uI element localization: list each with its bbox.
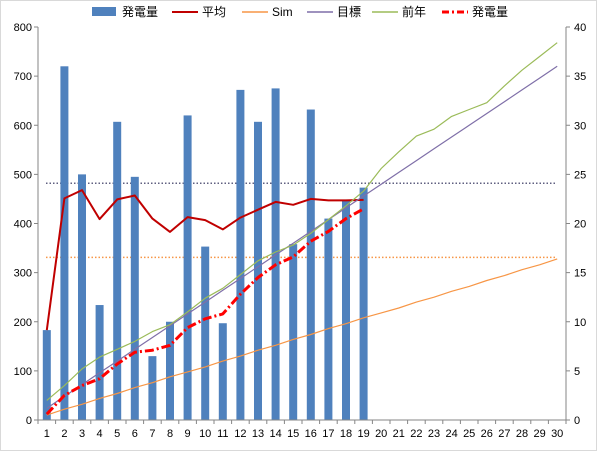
line-average [45, 189, 364, 331]
x-tick-label: 15 [287, 428, 299, 440]
x-tick-label: 12 [234, 428, 246, 440]
x-tick-label: 3 [79, 428, 85, 440]
x-tick-label: 19 [357, 428, 369, 440]
line-target [46, 65, 558, 409]
x-tick-label: 20 [375, 428, 387, 440]
right-tick-label: 30 [574, 120, 586, 132]
axes-layer [34, 26, 570, 424]
right-tick-label: 40 [574, 22, 586, 34]
right-tick-label: 5 [574, 366, 580, 378]
left-tick-label: 200 [14, 317, 32, 329]
bar-daily-9 [183, 115, 192, 421]
bar-daily-4 [95, 305, 104, 420]
x-tick-label: 30 [551, 428, 563, 440]
left-tick-label: 600 [14, 120, 32, 132]
bar-daily-8 [166, 321, 174, 420]
bar-daily-5 [113, 121, 122, 420]
bar-daily-1 [42, 330, 51, 420]
x-tick-label: 27 [498, 428, 510, 440]
left-tick-label: 0 [26, 415, 32, 427]
legend: 発電量 平均 Sim 目標 前年 発電量 [92, 4, 508, 19]
x-tick-label: 7 [149, 428, 155, 440]
right-tick-label: 10 [574, 317, 586, 329]
bar-daily-7 [148, 356, 157, 420]
x-tick-label: 13 [252, 428, 264, 440]
right-tick-label: 25 [574, 169, 586, 181]
right-tick-label: 35 [574, 71, 586, 83]
right-tick-label: 20 [574, 219, 586, 231]
left-tick-label: 300 [14, 268, 32, 280]
legend-label-last_year: 前年 [402, 4, 426, 19]
x-tick-label: 26 [481, 428, 493, 440]
x-tick-label: 21 [393, 428, 405, 440]
x-tick-label: 4 [97, 428, 103, 440]
bar-daily-2 [60, 66, 69, 421]
x-tick-label: 29 [533, 428, 545, 440]
bar-daily-18 [342, 200, 350, 420]
x-tick-label: 25 [463, 428, 475, 440]
bar-daily-11 [218, 323, 227, 420]
bar-daily-13 [254, 121, 262, 420]
x-tick-label: 18 [340, 428, 352, 440]
x-tick-label: 11 [217, 428, 228, 440]
line-sim [46, 258, 558, 416]
legend-label-target: 目標 [337, 5, 361, 19]
lines-layer [45, 42, 558, 416]
bar-daily-12 [236, 89, 245, 420]
x-tick-label: 1 [44, 428, 50, 440]
line-last_year [46, 42, 558, 401]
bar-daily-10 [201, 246, 210, 420]
bar-daily-3 [78, 174, 86, 420]
x-tick-label: 23 [428, 428, 440, 440]
x-tick-label: 24 [445, 428, 457, 440]
x-tick-label: 14 [269, 428, 281, 440]
x-tick-label: 9 [185, 428, 191, 440]
x-tick-label: 28 [516, 428, 528, 440]
x-tick-label: 8 [167, 428, 173, 440]
legend-label-average: 平均 [202, 5, 226, 19]
left-tick-label: 700 [14, 71, 32, 83]
bar-daily-6 [130, 176, 139, 420]
bars-layer [42, 66, 368, 421]
x-tick-label: 16 [305, 428, 317, 440]
bar-daily-17 [324, 218, 333, 420]
tick-labels-layer: 0100200300400500600700800051015202530354… [14, 22, 587, 440]
right-tick-label: 0 [574, 415, 580, 427]
bar-daily-19 [359, 187, 368, 420]
x-tick-label: 17 [322, 428, 334, 440]
left-tick-label: 100 [14, 366, 32, 378]
bar-daily-15 [289, 244, 298, 420]
x-tick-label: 6 [132, 428, 138, 440]
line-cumulative [45, 207, 365, 416]
left-tick-label: 500 [14, 169, 32, 181]
legend-label-cumulative: 発電量 [472, 5, 508, 19]
left-tick-label: 400 [14, 219, 32, 231]
legend-swatch-daily [92, 7, 116, 16]
left-tick-label: 800 [14, 22, 32, 34]
legend-label-sim: Sim [272, 5, 293, 19]
x-tick-label: 22 [410, 428, 422, 440]
x-tick-label: 10 [199, 428, 211, 440]
bar-daily-16 [306, 109, 315, 420]
legend-label-daily: 発電量 [122, 5, 158, 19]
x-tick-label: 5 [114, 428, 120, 440]
x-tick-label: 2 [61, 428, 67, 440]
right-tick-label: 15 [574, 268, 586, 280]
